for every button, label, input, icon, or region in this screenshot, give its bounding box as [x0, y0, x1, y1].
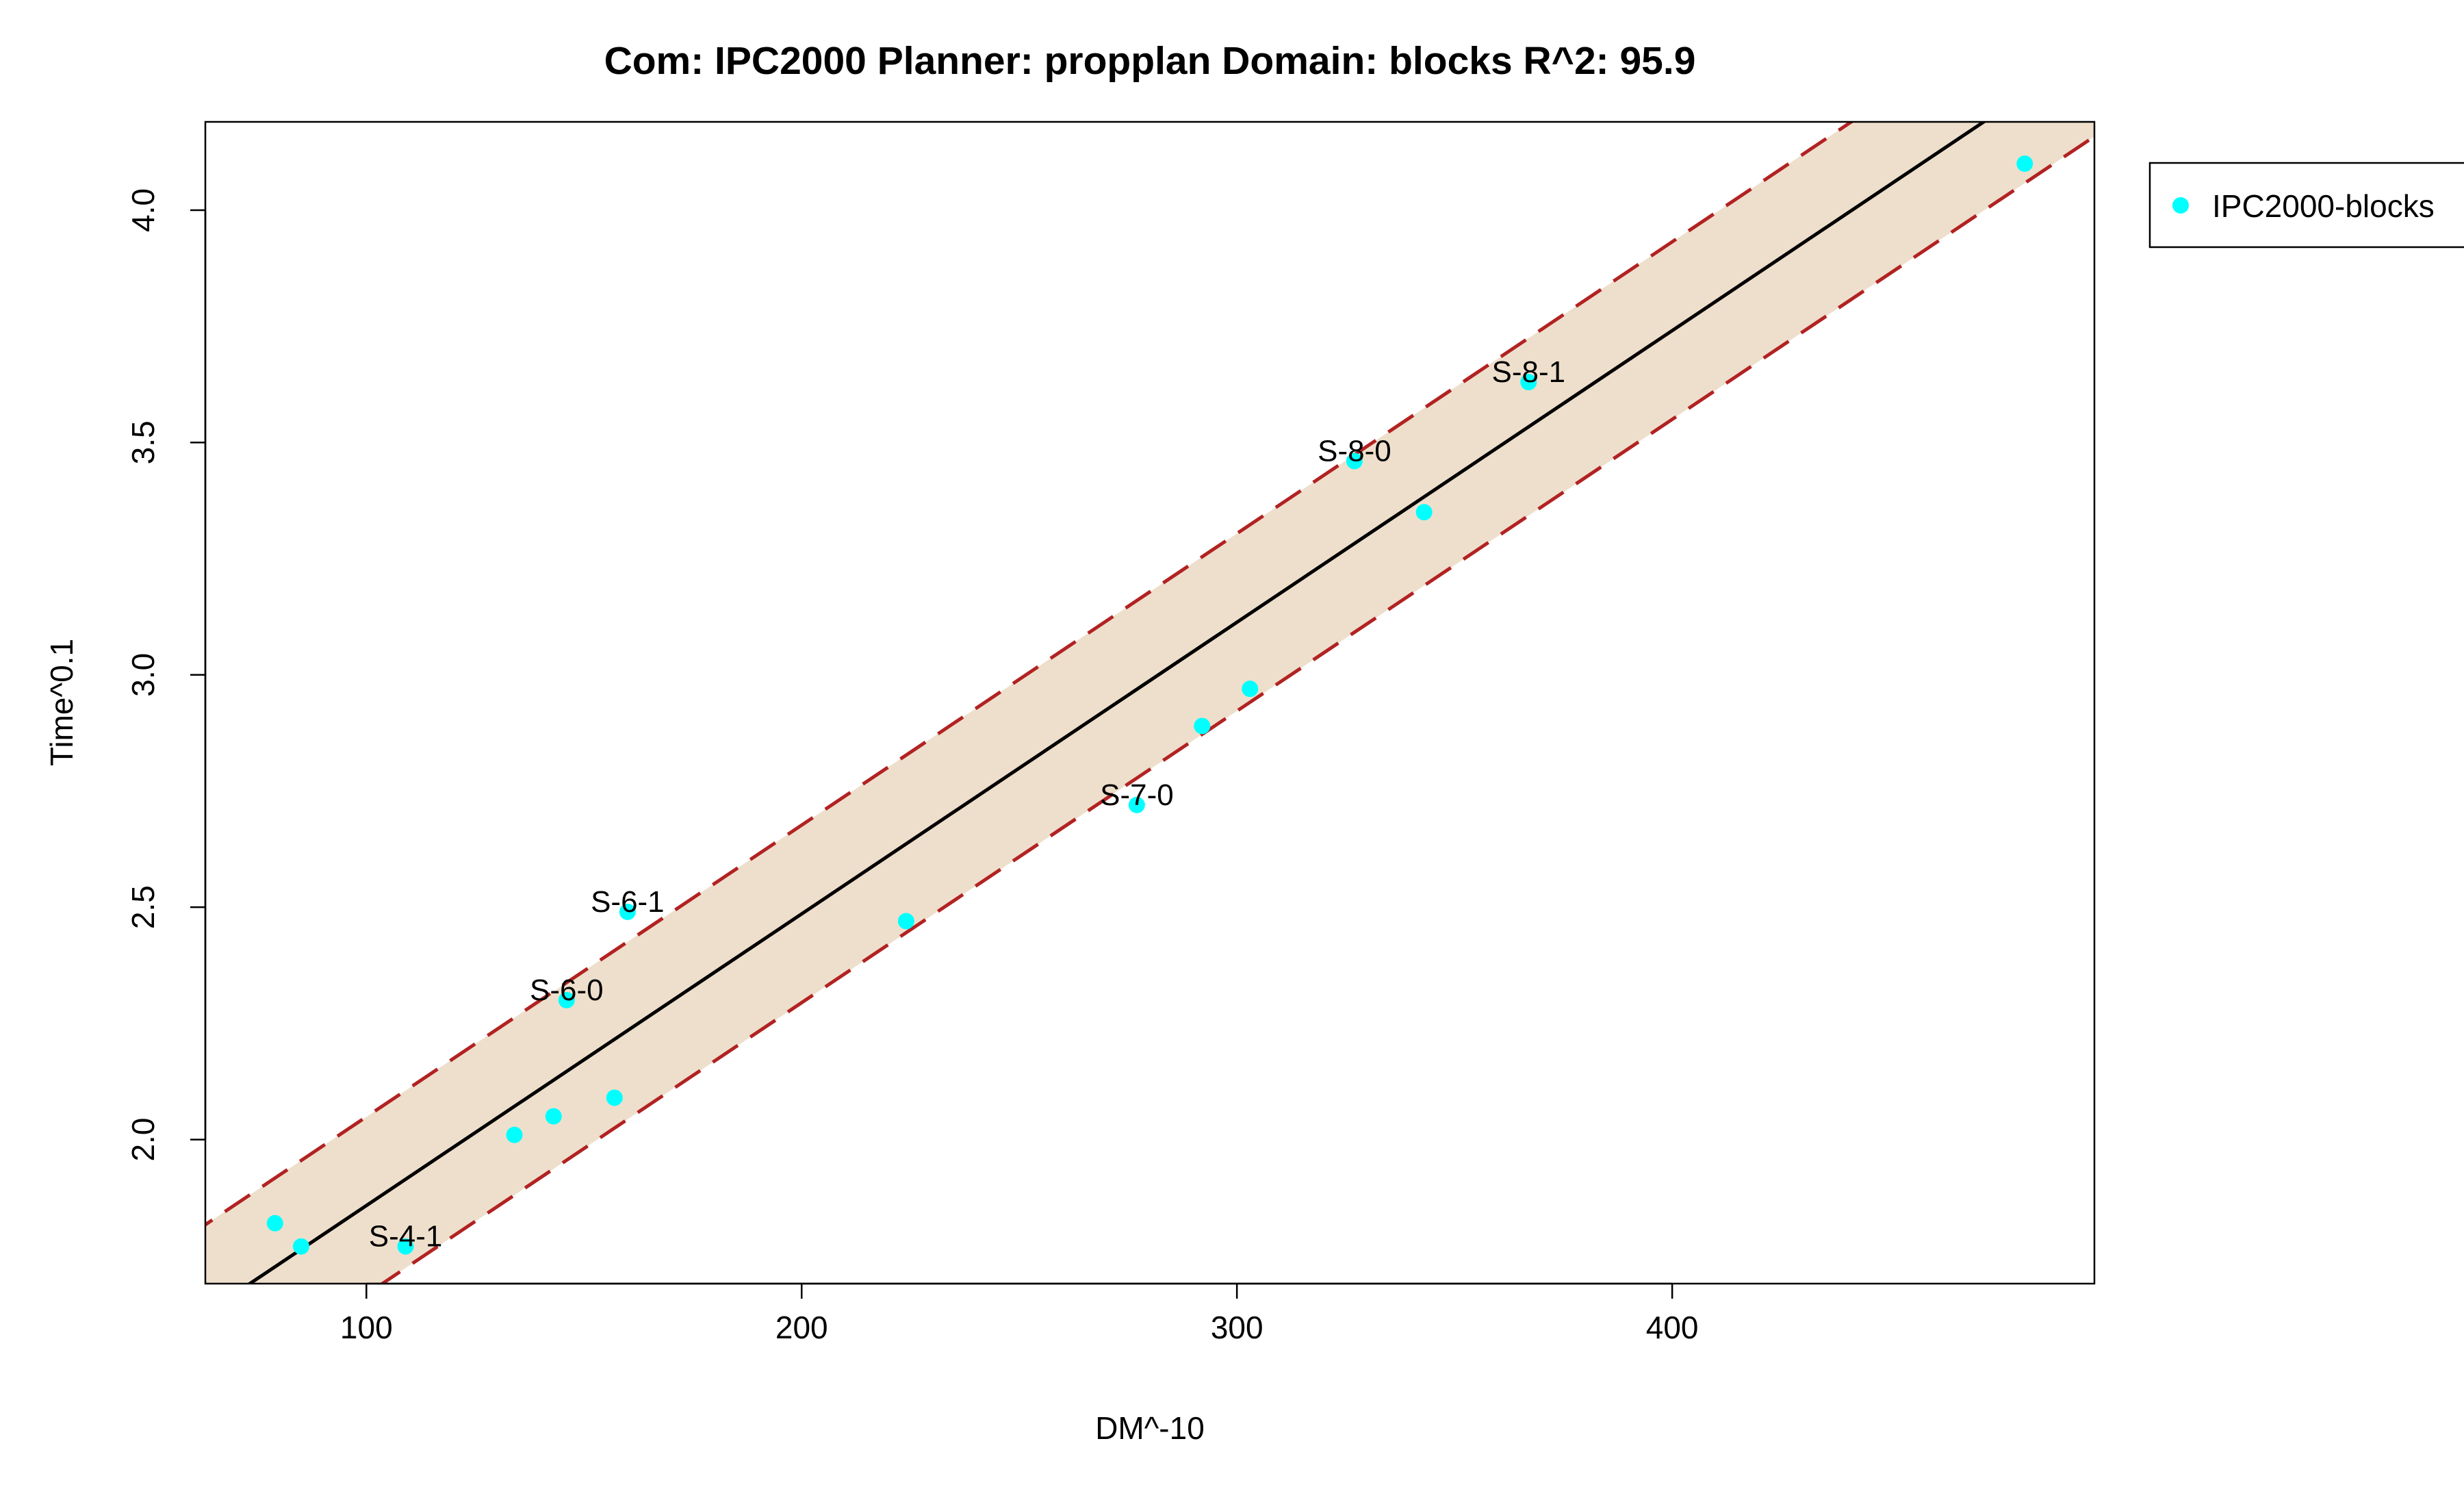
data-point: [1415, 504, 1433, 521]
point-label: S-8-1: [1491, 355, 1565, 389]
y-tick-label: 2.0: [125, 1118, 161, 1162]
data-point: [619, 903, 636, 920]
x-tick-label: 100: [340, 1310, 393, 1345]
data-point: [545, 1108, 562, 1125]
legend-box: [2148, 162, 2464, 249]
y-axis-label: Time^0.1: [44, 639, 79, 766]
x-axis-label: DM^-10: [1095, 1410, 1205, 1446]
data-point: [1128, 796, 1145, 813]
point-label: S-8-0: [1318, 435, 1391, 468]
regression-line: [246, 122, 1987, 1284]
data-point: [2016, 155, 2033, 173]
confidence-band: [205, 122, 2094, 1284]
x-tick-label: 200: [775, 1310, 828, 1345]
band-lower-line: [379, 134, 2094, 1284]
data-point: [897, 913, 914, 930]
data-point: [558, 991, 575, 1008]
point-label: S-6-1: [591, 885, 665, 919]
chart-title: Com: IPC2000 Planner: propplan Domain: b…: [604, 39, 1696, 83]
x-tick-label: 300: [1211, 1310, 1263, 1345]
point-label: S-6-0: [530, 973, 604, 1007]
data-point: [1346, 453, 1363, 470]
legend-entry: IPC2000-blocks: [2212, 188, 2435, 224]
plot-region: [205, 122, 2094, 1284]
data-point: [1520, 374, 1537, 391]
y-tick-label: 3.5: [125, 420, 161, 464]
legend-marker: [2172, 197, 2189, 214]
y-tick-label: 4.0: [125, 188, 161, 232]
data-point: [1194, 717, 1211, 735]
data-point: [606, 1089, 623, 1106]
x-tick-label: 400: [1646, 1310, 1699, 1345]
point-label: S-7-0: [1100, 778, 1174, 812]
point-labels: S-4-1 S-6-0 S-6-1 S-7-0 S-8-0 S-8-1: [369, 355, 1565, 1253]
point-label: S-4-1: [369, 1220, 443, 1253]
y-tick-label: 3.0: [125, 653, 161, 697]
legend: IPC2000-blocks: [2148, 162, 2464, 249]
data-point: [506, 1126, 523, 1143]
data-point: [292, 1238, 309, 1255]
y-tick-label: 2.5: [125, 885, 161, 929]
data-point: [1242, 680, 1259, 698]
band-upper-line: [205, 122, 1855, 1227]
data-point: [266, 1214, 283, 1232]
axes: 100 200 300 400 2.0 2.5 3.0 3.5 4.0: [125, 188, 1699, 1345]
data-point: [397, 1238, 414, 1255]
